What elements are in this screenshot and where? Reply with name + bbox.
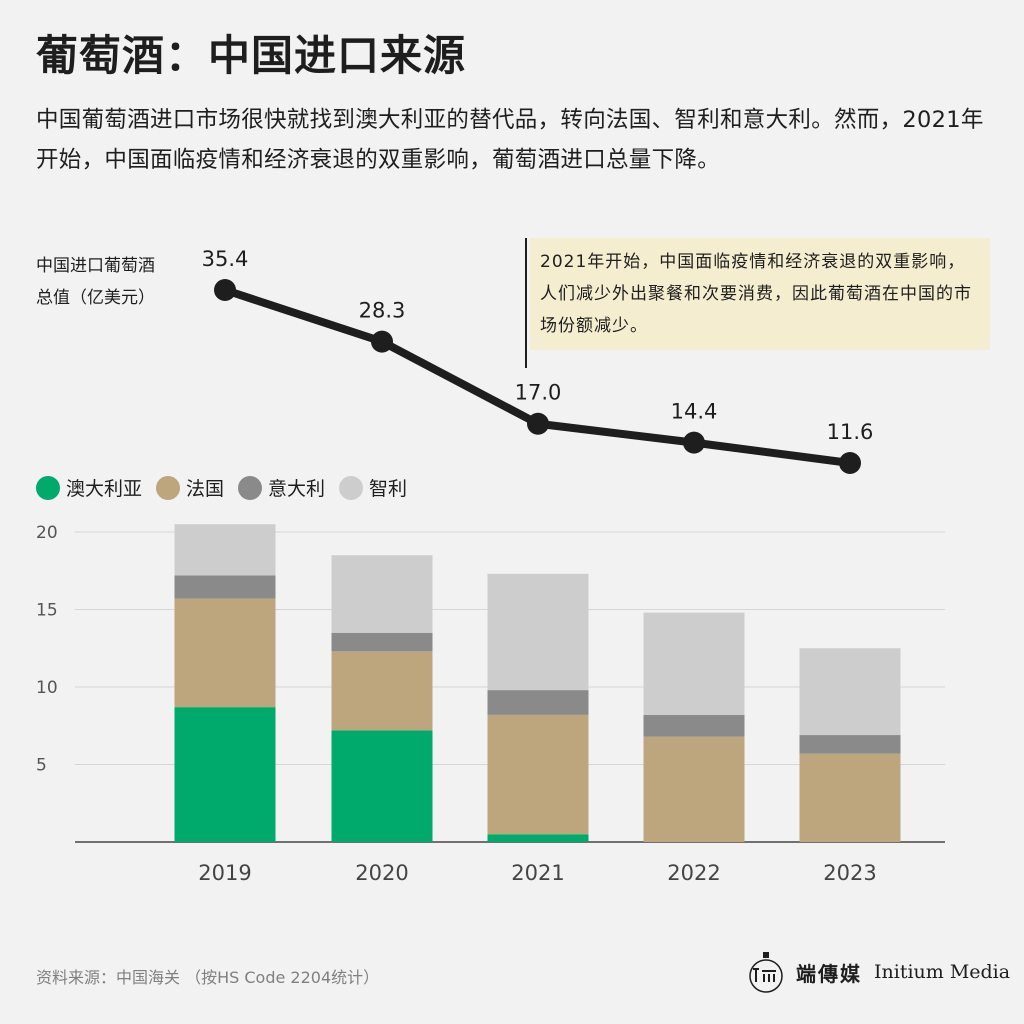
bar-segment-2020 xyxy=(331,555,433,633)
legend-swatch xyxy=(339,475,364,500)
y-tick-label: 10 xyxy=(36,678,58,698)
page-subtitle: 中国葡萄酒进口市场很快就找到澳大利亚的替代品，转向法国、智利和意大利。然而，20… xyxy=(36,107,984,173)
y-tick-label: 5 xyxy=(36,756,47,776)
line-value-label: 17.0 xyxy=(515,381,562,405)
line-series-total xyxy=(221,286,854,467)
line-point xyxy=(527,412,549,435)
x-tick-label: 2020 xyxy=(355,861,408,885)
annotation-rule xyxy=(525,238,527,368)
bar-segment-2023 xyxy=(799,735,901,754)
legend-swatch xyxy=(238,475,263,500)
line-value-label: 28.3 xyxy=(359,299,406,323)
legend-swatch xyxy=(36,475,60,500)
x-tick-label: 2022 xyxy=(667,861,720,885)
y-tick-label: 20 xyxy=(36,523,58,543)
bar-segment-2019 xyxy=(174,707,276,842)
x-tick-label: 2019 xyxy=(198,861,251,885)
legend-label: 智利 xyxy=(369,478,408,500)
line-value-label: 14.4 xyxy=(671,400,718,424)
y-tick-label: 15 xyxy=(36,601,58,621)
bar-segment-2021 xyxy=(487,573,589,691)
x-tick-label: 2023 xyxy=(823,861,876,885)
bar-segment-2022 xyxy=(643,736,745,842)
legend-item-chile: 智利 xyxy=(339,474,407,501)
annotation-box: 2021年开始，中国面临疫情和经济衰退的双重影响，人们减少外出聚餐和次要消费，因… xyxy=(530,238,990,350)
legend-item-italy: 意大利 xyxy=(238,474,325,501)
line-value-label: 35.4 xyxy=(202,247,249,271)
line-point xyxy=(839,452,861,474)
bar-segment-2020 xyxy=(331,730,433,842)
line-point xyxy=(683,431,705,454)
legend-label: 意大利 xyxy=(268,478,326,500)
legend: 澳大利亚 法国 意大利 智利 xyxy=(36,474,407,501)
bar-segment-2021 xyxy=(487,714,589,835)
bar-segment-2019 xyxy=(174,598,276,708)
bar-segment-2019 xyxy=(174,575,276,599)
line-point xyxy=(371,330,393,353)
legend-label: 法国 xyxy=(186,478,225,500)
line-value-label: 11.6 xyxy=(827,420,874,444)
bar-segment-2021 xyxy=(487,690,589,715)
legend-item-australia: 澳大利亚 xyxy=(36,474,142,501)
x-tick-label: 2021 xyxy=(511,861,564,885)
bar-segment-2020 xyxy=(331,651,433,731)
page-title: 葡萄酒：中国进口来源 xyxy=(36,31,467,80)
bar-segment-2023 xyxy=(799,753,901,842)
bar-segment-2022 xyxy=(643,714,745,737)
legend-label: 澳大利亚 xyxy=(66,478,143,500)
source-note: 资料来源：中国海关 （按HS Code 2204统计） xyxy=(36,968,380,987)
legend-swatch xyxy=(156,475,181,500)
line-point xyxy=(214,279,236,301)
bar-segment-2022 xyxy=(643,612,745,715)
bar-segment-2019 xyxy=(174,524,276,576)
initium-logo-icon xyxy=(749,952,783,993)
line-chart-title: 中国进口葡萄酒 总值（亿美元） xyxy=(36,256,155,308)
bar-segment-2023 xyxy=(799,648,901,736)
brand-name-en: Initium Media xyxy=(874,961,1011,983)
bar-segment-2021 xyxy=(487,834,589,842)
brand-name-cn: 端傳媒 xyxy=(796,961,862,986)
bar-segment-2020 xyxy=(331,632,433,652)
brand-logo: 端傳媒 Initium Media xyxy=(748,950,1010,994)
legend-item-france: 法国 xyxy=(156,474,224,501)
